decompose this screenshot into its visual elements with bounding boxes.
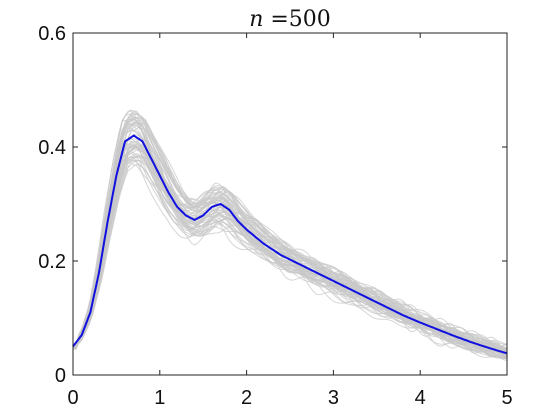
y-tick-label: 0 — [55, 365, 66, 387]
chart-title-variable: n — [249, 7, 263, 32]
replicate-curve — [72, 110, 508, 351]
replicate-curve — [72, 115, 508, 352]
replicate-curve — [72, 153, 508, 355]
axis-ticks: 0 1 2 3 4 5 0 0.2 0.4 0.6 — [38, 23, 512, 409]
mean-curve — [72, 134, 508, 355]
replicate-curve — [72, 144, 508, 353]
x-tick-label: 3 — [328, 387, 339, 409]
replicate-curve — [72, 117, 508, 353]
x-tick-label: 4 — [415, 387, 426, 409]
replicate-curve — [72, 137, 508, 358]
replicate-curve — [72, 121, 508, 355]
replicate-curve — [72, 116, 508, 358]
y-tick-label: 0.6 — [38, 23, 66, 45]
y-tick-label: 0.2 — [38, 251, 66, 273]
replicate-curve — [72, 163, 508, 355]
plot-area — [72, 32, 508, 376]
replicate-curve — [72, 127, 508, 353]
replicate-curve — [72, 117, 508, 352]
chart-title-value: =500 — [263, 7, 330, 32]
replicate-curves — [72, 109, 508, 362]
x-tick-label: 5 — [501, 387, 512, 409]
replicate-curve — [72, 118, 508, 359]
replicate-curve — [72, 134, 508, 350]
series-layer — [72, 134, 508, 355]
x-tick-label: 0 — [67, 387, 78, 409]
replicate-curve — [72, 117, 508, 350]
y-tick-label: 0.4 — [38, 137, 66, 159]
chart-title: n =500 — [249, 7, 331, 32]
x-tick-label: 1 — [154, 387, 165, 409]
x-tick-label: 2 — [241, 387, 252, 409]
